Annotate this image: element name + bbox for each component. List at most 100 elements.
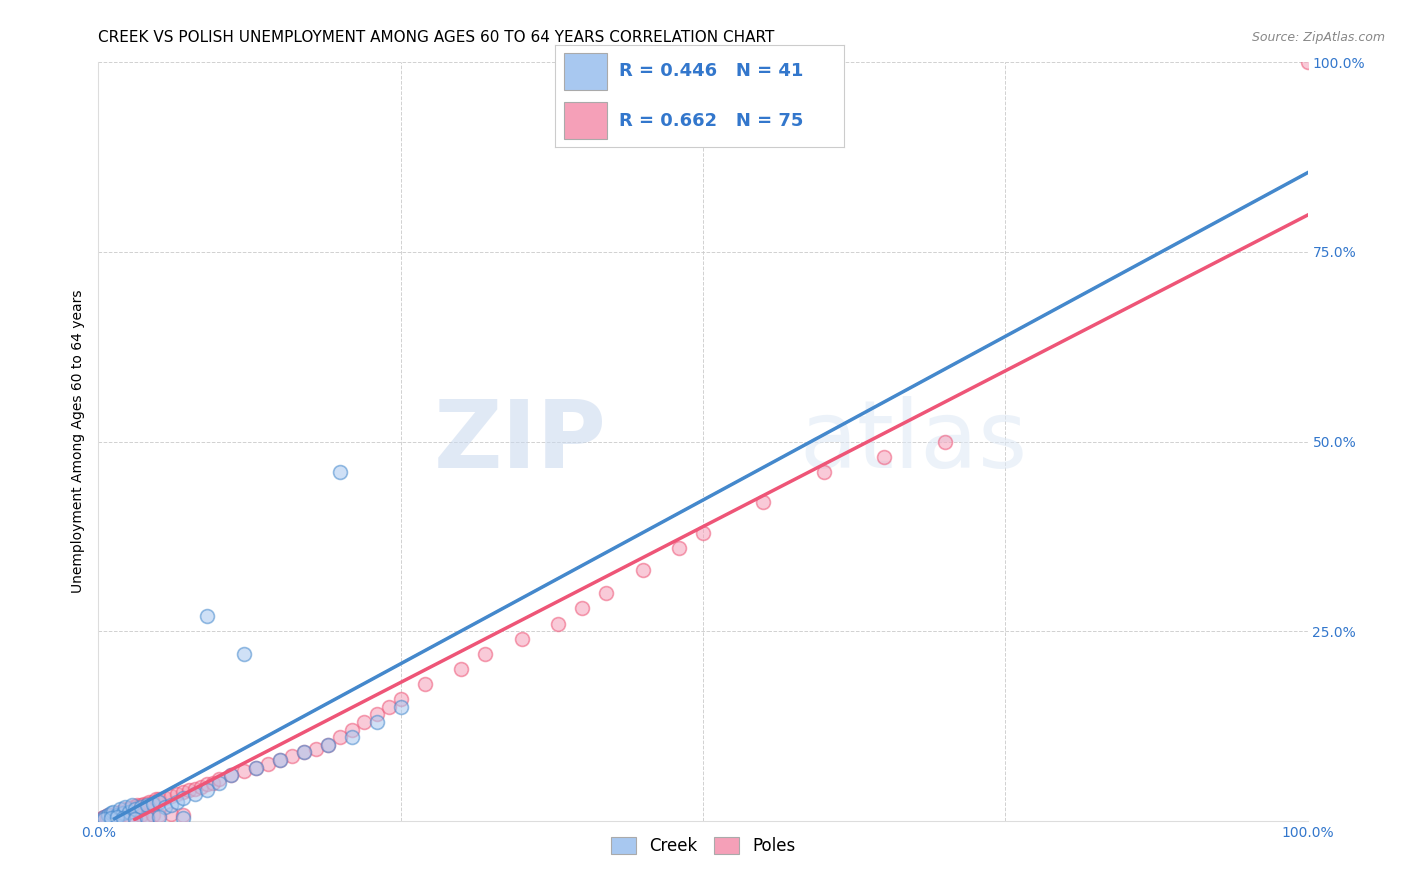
Point	[692, 525, 714, 540]
Point	[160, 789, 183, 804]
Point	[135, 797, 157, 811]
Point	[571, 601, 593, 615]
Point	[105, 807, 128, 822]
Point	[153, 791, 176, 805]
Point	[245, 760, 267, 774]
Point	[172, 785, 194, 799]
Point	[292, 746, 315, 760]
Point	[93, 812, 115, 826]
Point	[752, 495, 775, 509]
Legend: Creek, Poles: Creek, Poles	[605, 830, 801, 862]
Point	[172, 791, 194, 805]
Point	[329, 465, 352, 479]
Point	[668, 541, 690, 555]
Point	[631, 564, 654, 578]
Point	[114, 800, 136, 814]
Point	[114, 802, 136, 816]
Point	[184, 787, 207, 801]
Point	[195, 777, 218, 791]
Bar	[564, 53, 607, 90]
Text: Source: ZipAtlas.com: Source: ZipAtlas.com	[1251, 31, 1385, 45]
Point	[93, 811, 115, 825]
Point	[342, 723, 364, 737]
Point	[91, 812, 114, 826]
Point	[108, 802, 131, 816]
Point	[100, 806, 122, 821]
Point	[245, 760, 267, 774]
Point	[111, 811, 134, 825]
Point	[142, 807, 165, 822]
Point	[93, 810, 115, 824]
Point	[160, 798, 183, 813]
Point	[389, 692, 412, 706]
Point	[450, 662, 472, 676]
Point	[208, 776, 231, 790]
Point	[105, 810, 128, 824]
Point	[97, 808, 120, 822]
Point	[118, 805, 141, 819]
Point	[101, 805, 124, 819]
Point	[221, 768, 243, 782]
Title: CREEK VS POLISH UNEMPLOYMENT AMONG AGES 60 TO 64 YEARS CORRELATION CHART: CREEK VS POLISH UNEMPLOYMENT AMONG AGES …	[98, 29, 775, 45]
Point	[179, 783, 201, 797]
Point	[105, 806, 128, 821]
Point	[121, 798, 143, 813]
Point	[138, 795, 160, 809]
Point	[135, 809, 157, 823]
Point	[281, 749, 304, 764]
Point	[118, 809, 141, 823]
Point	[305, 741, 328, 756]
Point	[129, 808, 152, 822]
Point	[166, 795, 188, 809]
Point	[1296, 55, 1319, 70]
Point	[100, 807, 122, 822]
Point	[172, 807, 194, 822]
Point	[145, 792, 167, 806]
Point	[111, 806, 134, 821]
Point	[389, 699, 412, 714]
Point	[413, 677, 436, 691]
Point	[148, 808, 170, 822]
Point	[353, 715, 375, 730]
Point	[124, 800, 146, 814]
Point	[108, 805, 131, 819]
Point	[366, 707, 388, 722]
Point	[91, 811, 114, 825]
Point	[135, 798, 157, 813]
Point	[129, 800, 152, 814]
Point	[111, 805, 134, 819]
Point	[190, 780, 212, 794]
Text: R = 0.662   N = 75: R = 0.662 N = 75	[619, 112, 803, 129]
Point	[256, 756, 278, 771]
Point	[93, 810, 115, 824]
Point	[172, 811, 194, 825]
Point	[366, 715, 388, 730]
Point	[377, 699, 399, 714]
Point	[269, 753, 291, 767]
Bar	[564, 102, 607, 139]
Text: atlas: atlas	[800, 395, 1028, 488]
Point	[232, 647, 254, 661]
Point	[269, 753, 291, 767]
Point	[232, 764, 254, 779]
Point	[160, 806, 183, 821]
Point	[142, 795, 165, 809]
Point	[153, 800, 176, 814]
Point	[96, 809, 118, 823]
Y-axis label: Unemployment Among Ages 60 to 64 years: Unemployment Among Ages 60 to 64 years	[72, 290, 86, 593]
Point	[934, 434, 956, 449]
Text: R = 0.446   N = 41: R = 0.446 N = 41	[619, 62, 803, 80]
Point	[316, 738, 339, 752]
Point	[202, 776, 225, 790]
Point	[195, 608, 218, 623]
Point	[547, 616, 569, 631]
Point	[142, 797, 165, 811]
Text: ZIP: ZIP	[433, 395, 606, 488]
Point	[474, 647, 496, 661]
Point	[342, 730, 364, 744]
Point	[129, 798, 152, 813]
Point	[184, 781, 207, 796]
Point	[510, 632, 533, 646]
Point	[195, 783, 218, 797]
Point	[100, 811, 122, 825]
